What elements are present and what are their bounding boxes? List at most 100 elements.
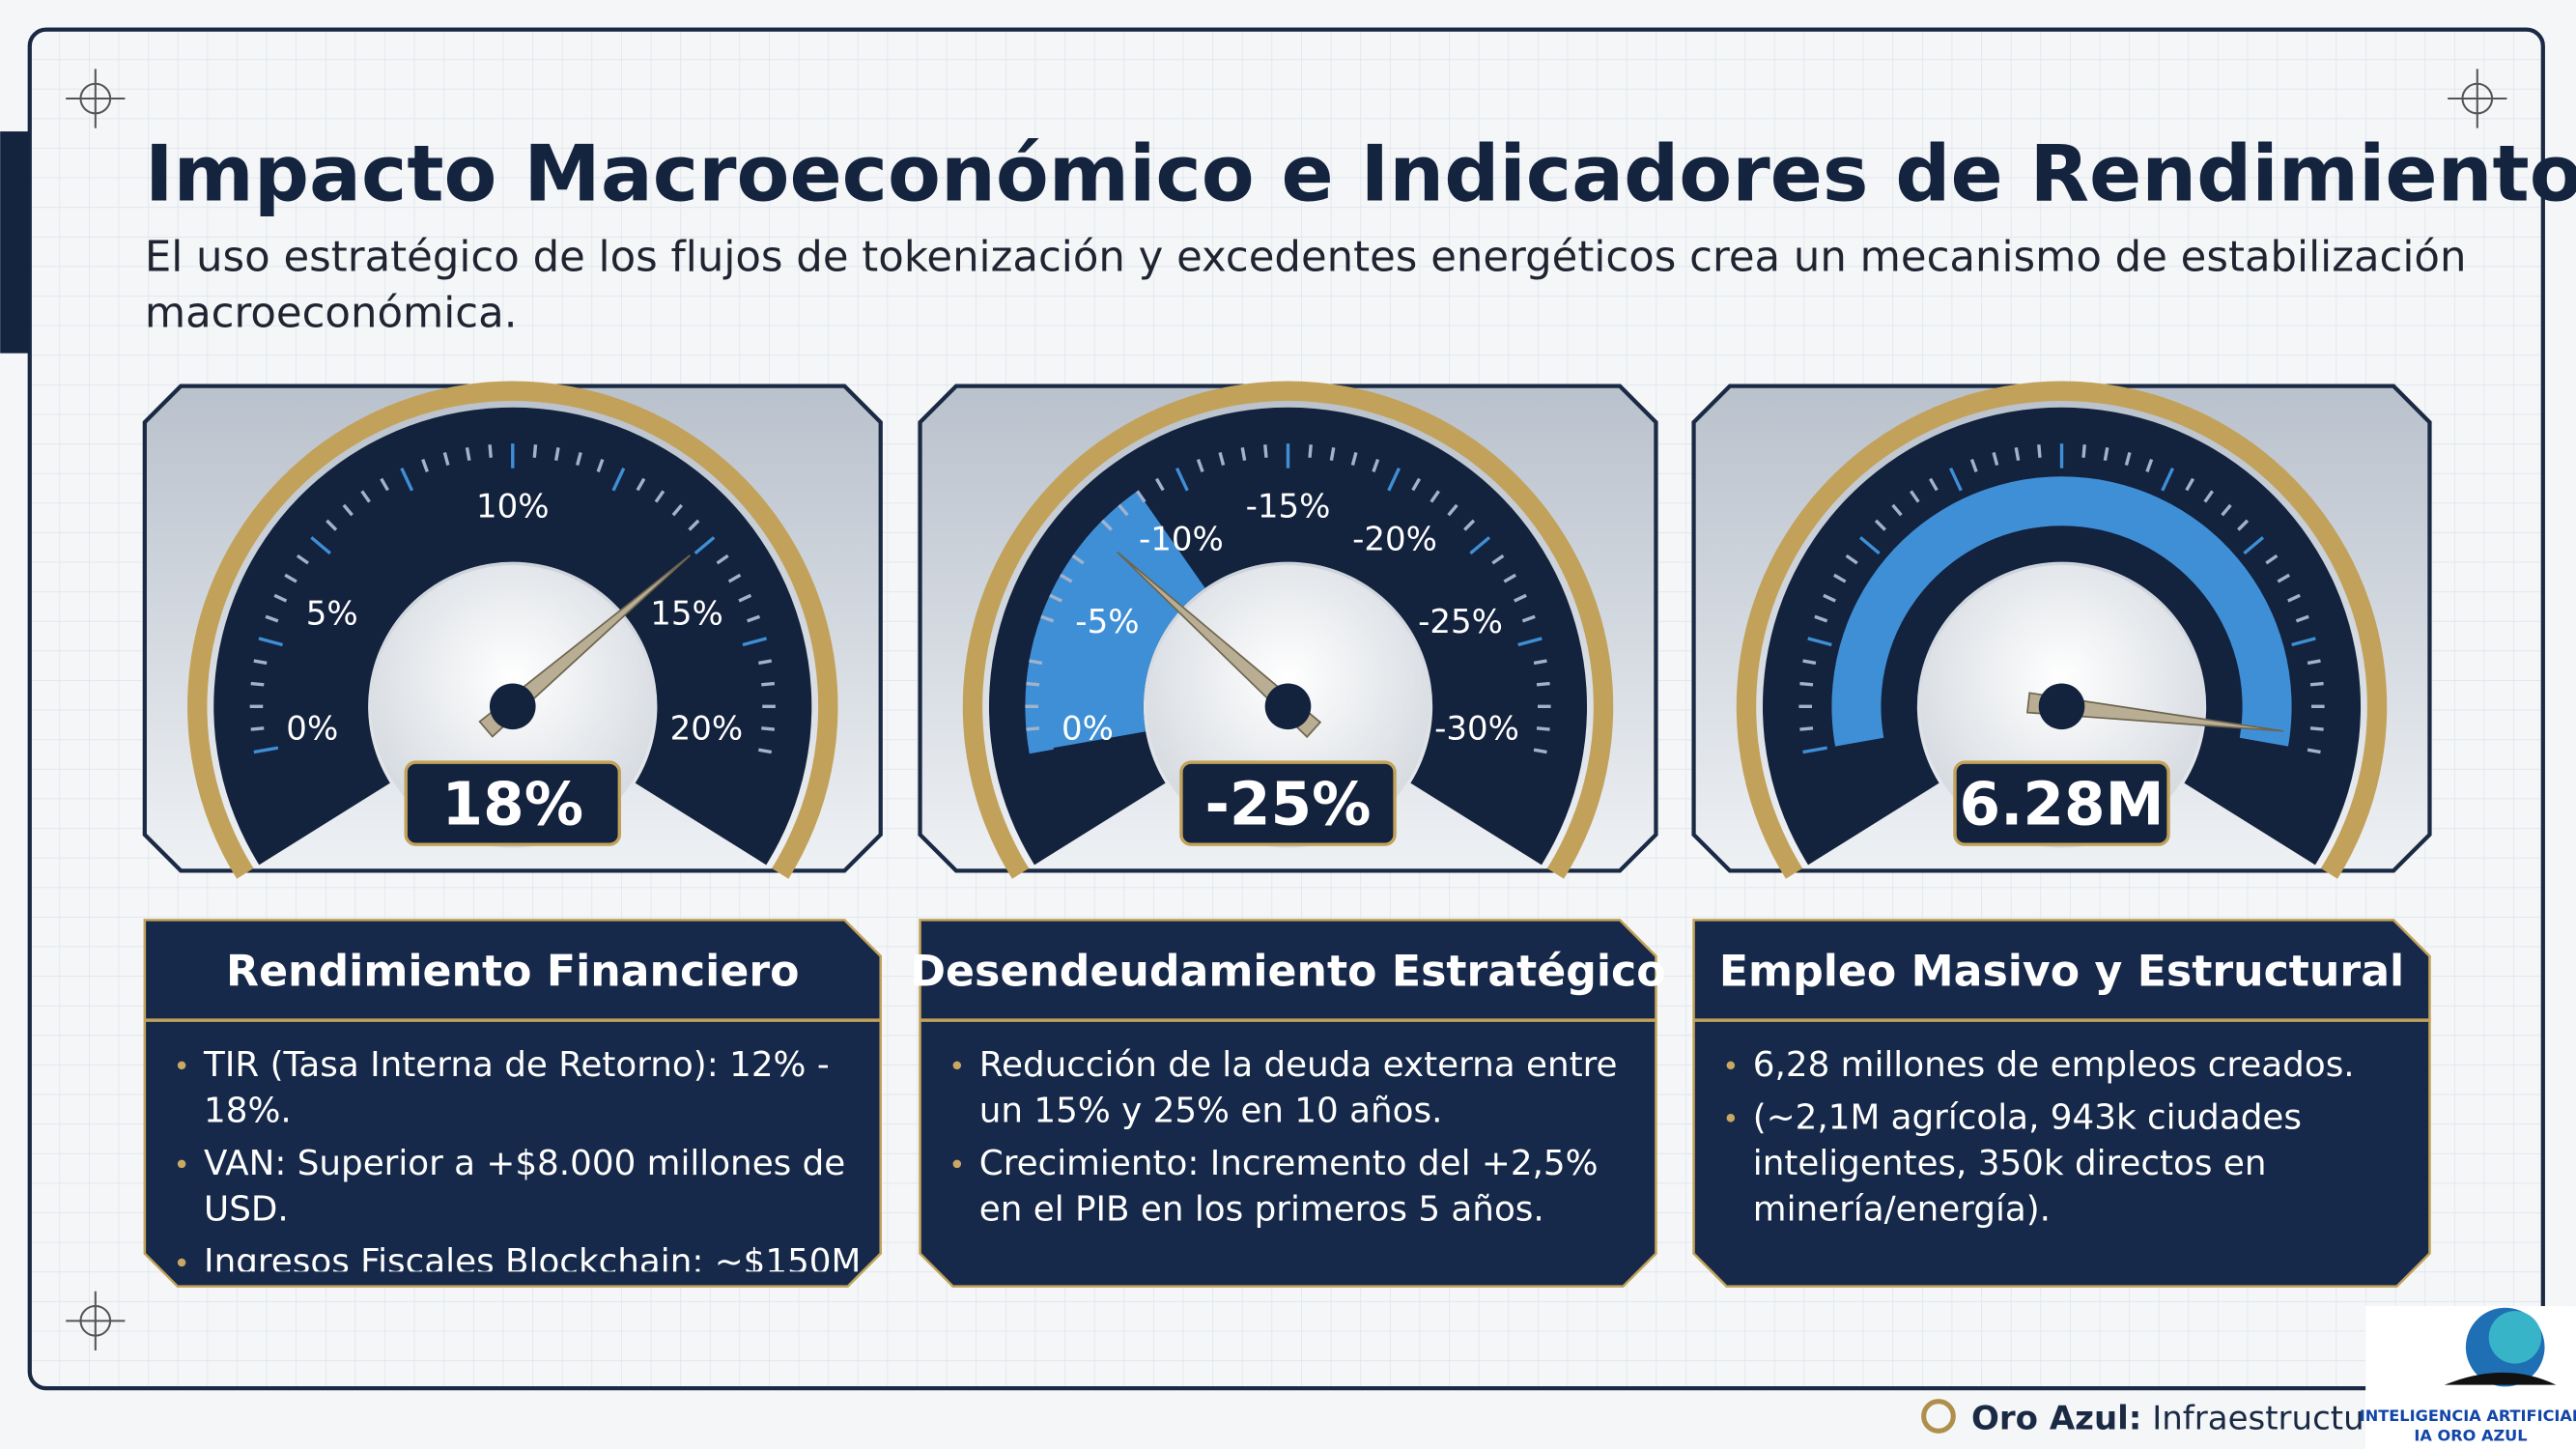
gauge-tick bbox=[265, 614, 279, 623]
gauge-tick bbox=[1100, 519, 1113, 531]
gauge-scale-label: 0% bbox=[1062, 709, 1114, 748]
gauge-tick bbox=[465, 447, 471, 462]
gauge-tick bbox=[747, 614, 761, 623]
gauge-tick bbox=[1029, 746, 1054, 754]
gauge-tick bbox=[1350, 452, 1358, 467]
gauge-tick bbox=[694, 536, 716, 555]
side-tab bbox=[0, 131, 30, 354]
gauge-tick bbox=[2307, 659, 2321, 666]
title: Impacto Macroeconómico e Indicadores de … bbox=[145, 128, 2576, 218]
gauge-tick bbox=[380, 477, 390, 492]
gauge-tick bbox=[596, 459, 605, 472]
gauge-tick bbox=[1136, 490, 1146, 503]
bullet: TIR (Tasa Interna de Retorno): 12% - 18%… bbox=[174, 1041, 863, 1133]
gauge-tick bbox=[2291, 637, 2316, 647]
bullet-list: Reducción de la deuda externa entre un 1… bbox=[949, 1041, 1639, 1232]
gauge-tick bbox=[1175, 467, 1189, 492]
gauge-tick bbox=[273, 593, 288, 603]
gauge-tick bbox=[2295, 614, 2309, 623]
gauge-tick bbox=[1447, 503, 1458, 517]
gauge-tick bbox=[1992, 452, 1999, 467]
gauge-tick bbox=[1845, 554, 1858, 565]
gauge-tick bbox=[761, 681, 776, 687]
card: Empleo Masivo y Estructural 6,28 millones… bbox=[1692, 919, 2431, 1288]
bullet-list: 6,28 millones de empleos creados. (~2,1M … bbox=[1723, 1041, 2413, 1232]
bullet: (~2,1M agrícola, 943k ciudades inteligen… bbox=[1723, 1094, 2413, 1233]
subtitle: El uso estratégico de los flujos de toke… bbox=[144, 233, 2467, 339]
card-title: Rendimiento Financiero bbox=[226, 947, 799, 996]
gauge-tick bbox=[2237, 519, 2250, 531]
gauge-tick bbox=[688, 519, 700, 531]
reading-box bbox=[1953, 760, 2170, 846]
card: Rendimiento Financiero TIR (Tasa Interna … bbox=[143, 919, 883, 1288]
gauge-hub bbox=[2038, 683, 2085, 730]
gauge-scale-label: -20% bbox=[1352, 521, 1437, 559]
subtitle-box: El uso estratégico de los flujos de toke… bbox=[144, 233, 2467, 339]
gauge-tick bbox=[1807, 637, 1832, 647]
reading-box bbox=[404, 760, 622, 846]
gauge-tick bbox=[553, 447, 560, 462]
gauge-tick bbox=[2037, 444, 2042, 458]
crosshairs bbox=[66, 69, 2507, 1350]
gauge-tick bbox=[1059, 573, 1073, 583]
footer-brand: Oro Azul: bbox=[1971, 1400, 2141, 1438]
gauge-tick bbox=[2309, 681, 2324, 687]
footer-section: Infraestructura bbox=[2152, 1400, 2397, 1438]
gauge-tick bbox=[1814, 614, 1828, 623]
bullet: Ingresos Fiscales Blockchain: ~$150M USD… bbox=[174, 1238, 863, 1271]
gauge-hub bbox=[489, 683, 536, 730]
gauge-tick bbox=[1891, 503, 1903, 517]
gauge-tick bbox=[758, 659, 773, 666]
gauge-tick bbox=[532, 444, 538, 458]
logo-line: INTELIGENCIA ARTIFICIAL bbox=[2360, 1406, 2576, 1425]
bullet: Crecimiento: Incremento del +2,5% en el … bbox=[949, 1140, 1639, 1232]
gauge: 0% -5% -10% -15% -20% -25% -30% -25% bbox=[918, 381, 1658, 879]
gauge-tick bbox=[2124, 452, 2132, 467]
card-body bbox=[143, 919, 883, 1288]
gauge-tick bbox=[1033, 637, 1059, 647]
cards: Rendimiento Financiero TIR (Tasa Interna … bbox=[143, 919, 2431, 1288]
gauge-tick bbox=[1833, 573, 1847, 583]
gauge-reading: 18% bbox=[442, 771, 584, 839]
card-bullets-box: 6,28 millones de empleos creados. (~2,1M … bbox=[1723, 1041, 2413, 1232]
gauge-tick bbox=[576, 452, 582, 467]
gauge-tick bbox=[2145, 459, 2154, 472]
gauge-tick bbox=[1026, 726, 1040, 731]
gauge-tick bbox=[727, 573, 742, 583]
gauge-tick bbox=[1049, 593, 1062, 603]
logo-inner bbox=[2488, 1311, 2542, 1364]
gauge-tick bbox=[310, 536, 331, 555]
gauge-tick bbox=[1387, 467, 1401, 492]
gauge-tick bbox=[758, 748, 773, 754]
gauge-tick bbox=[1802, 659, 1817, 666]
bullet-list: TIR (Tasa Interna de Retorno): 12% - 18%… bbox=[174, 1041, 863, 1271]
gauge-tick bbox=[1154, 477, 1165, 492]
gauge-tick bbox=[284, 573, 297, 583]
gauge-tick bbox=[1969, 459, 1978, 472]
gauge-tick bbox=[2221, 503, 2232, 517]
bullet: Reducción de la deuda externa entre un 1… bbox=[949, 1041, 1639, 1133]
card-body bbox=[1692, 919, 2431, 1288]
gauge-tick bbox=[636, 477, 646, 492]
gauge-tick bbox=[253, 659, 268, 666]
footer-icon bbox=[1921, 1399, 1956, 1434]
gauge-tick bbox=[360, 490, 371, 503]
gauge-needle bbox=[478, 554, 692, 738]
gauge-tick bbox=[1823, 593, 1836, 603]
gauge-tick bbox=[1085, 536, 1107, 555]
gauge-tick bbox=[250, 681, 265, 687]
gauge-needle bbox=[2026, 692, 2284, 732]
gauge: 6.28M bbox=[1691, 381, 2432, 879]
gauge-tick bbox=[2103, 447, 2109, 462]
gauge-tick bbox=[611, 467, 626, 492]
gauge-tick bbox=[1411, 477, 1422, 492]
gauge-scale-label: -25% bbox=[1418, 603, 1503, 641]
gauge-tick bbox=[488, 444, 493, 458]
gauge-tick bbox=[1263, 444, 1268, 458]
gauge-tick bbox=[1118, 503, 1129, 517]
gauge-reading: 6.28M bbox=[1960, 771, 2165, 839]
gauge-tick bbox=[296, 554, 310, 565]
footer-text: Oro Azul: Infraestructura bbox=[1971, 1400, 2398, 1438]
gauge-tick bbox=[1928, 477, 1939, 492]
